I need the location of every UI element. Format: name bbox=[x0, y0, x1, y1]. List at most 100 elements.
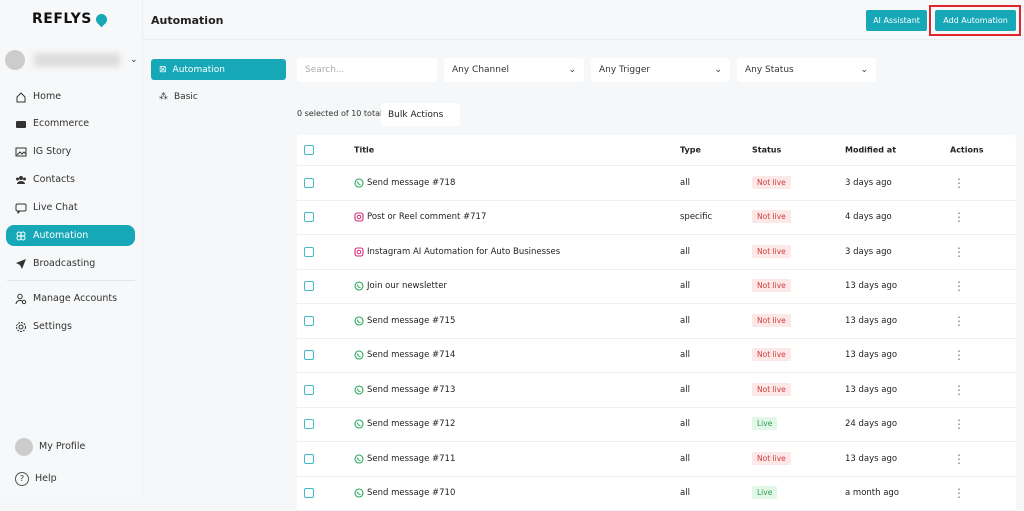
status-badge: Not live bbox=[752, 245, 791, 258]
row-title[interactable]: Instagram AI Automation for Auto Busines… bbox=[354, 247, 560, 257]
row-modified: 4 days ago bbox=[845, 212, 892, 222]
label: IG Story bbox=[33, 146, 71, 157]
row-title[interactable]: Send message #713 bbox=[354, 385, 455, 395]
row-modified: 3 days ago bbox=[845, 247, 892, 257]
whatsapp-icon bbox=[354, 281, 364, 291]
automation-icon: ⊠ bbox=[159, 65, 167, 75]
row-checkbox[interactable] bbox=[304, 247, 314, 257]
col-status: Status bbox=[752, 146, 781, 155]
more-vertical-icon[interactable]: ⋮ bbox=[953, 280, 965, 292]
shapes-icon: ⁂ bbox=[159, 92, 168, 102]
channel-select[interactable]: Any Channel⌄ bbox=[444, 58, 584, 82]
table-row[interactable]: Send message #710 all Live a month ago ⋮ bbox=[297, 477, 1016, 511]
status-select[interactable]: Any Status⌄ bbox=[737, 58, 876, 82]
ai-assistant-button[interactable]: AI Assistant bbox=[866, 10, 927, 31]
table-row[interactable]: Join our newsletter all Not live 13 days… bbox=[297, 270, 1016, 305]
gear-icon bbox=[15, 321, 27, 333]
table-row[interactable]: Send message #714 all Not live 13 days a… bbox=[297, 339, 1016, 374]
row-title[interactable]: Send message #718 bbox=[354, 178, 455, 188]
table-row[interactable]: Post or Reel comment #717 specific Not l… bbox=[297, 201, 1016, 236]
image-icon bbox=[15, 146, 27, 158]
status-badge: Not live bbox=[752, 348, 791, 361]
more-vertical-icon[interactable]: ⋮ bbox=[953, 453, 965, 465]
whatsapp-icon bbox=[354, 454, 364, 464]
bulk-actions-button[interactable]: Bulk Actions bbox=[381, 103, 460, 126]
label: Home bbox=[33, 91, 61, 102]
more-vertical-icon[interactable]: ⋮ bbox=[953, 349, 965, 361]
sidebar-item-my-profile[interactable]: My Profile bbox=[6, 436, 135, 457]
table-row[interactable]: Send message #712 all Live 24 days ago ⋮ bbox=[297, 408, 1016, 443]
row-checkbox[interactable] bbox=[304, 419, 314, 429]
sidebar-item-manage-accounts[interactable]: Manage Accounts bbox=[6, 288, 135, 309]
row-title[interactable]: Send message #712 bbox=[354, 419, 455, 429]
row-checkbox[interactable] bbox=[304, 212, 314, 222]
title-text: Send message #715 bbox=[367, 316, 455, 326]
row-title[interactable]: Send message #710 bbox=[354, 488, 455, 498]
row-title[interactable]: Join our newsletter bbox=[354, 281, 447, 291]
more-vertical-icon[interactable]: ⋮ bbox=[953, 418, 965, 430]
selection-info: 0 selected of 10 total bbox=[297, 109, 382, 118]
table-row[interactable]: Send message #718 all Not live 3 days ag… bbox=[297, 166, 1016, 201]
trigger-select[interactable]: Any Trigger ⌄ bbox=[591, 58, 730, 82]
sidebar-item-broadcasting[interactable]: Broadcasting bbox=[6, 253, 135, 274]
label: Settings bbox=[33, 321, 72, 332]
row-title[interactable]: Send message #711 bbox=[354, 454, 455, 464]
table-row[interactable]: Instagram AI Automation for Auto Busines… bbox=[297, 235, 1016, 270]
row-checkbox[interactable] bbox=[304, 454, 314, 464]
row-title[interactable]: Send message #714 bbox=[354, 350, 455, 360]
select-all-checkbox[interactable] bbox=[304, 145, 314, 155]
row-checkbox[interactable] bbox=[304, 316, 314, 326]
row-checkbox[interactable] bbox=[304, 385, 314, 395]
sidebar-item-ig-story[interactable]: IG Story bbox=[6, 141, 135, 162]
more-vertical-icon[interactable]: ⋮ bbox=[953, 487, 965, 499]
sidebar-item-home[interactable]: Home bbox=[6, 86, 135, 107]
row-title[interactable]: Send message #715 bbox=[354, 316, 455, 326]
more-vertical-icon[interactable]: ⋮ bbox=[953, 315, 965, 327]
label: My Profile bbox=[39, 441, 85, 452]
title-text: Post or Reel comment #717 bbox=[367, 212, 486, 222]
value: Any Trigger bbox=[599, 65, 650, 75]
row-checkbox[interactable] bbox=[304, 281, 314, 291]
row-title[interactable]: Post or Reel comment #717 bbox=[354, 212, 486, 222]
row-checkbox[interactable] bbox=[304, 350, 314, 360]
title-text: Send message #718 bbox=[367, 178, 455, 188]
table-row[interactable]: Send message #715 all Not live 13 days a… bbox=[297, 304, 1016, 339]
row-type: all bbox=[680, 454, 690, 464]
more-vertical-icon[interactable]: ⋮ bbox=[953, 177, 965, 189]
col-title: Title bbox=[354, 146, 374, 155]
sidebar-item-ecommerce[interactable]: Ecommerce bbox=[6, 113, 135, 134]
search-input[interactable]: Search... bbox=[297, 58, 437, 82]
more-vertical-icon[interactable]: ⋮ bbox=[953, 211, 965, 223]
help-icon: ? bbox=[15, 472, 29, 486]
row-type: all bbox=[680, 350, 690, 360]
more-vertical-icon[interactable]: ⋮ bbox=[953, 384, 965, 396]
sidebar-item-settings[interactable]: Settings bbox=[6, 316, 135, 337]
table-row[interactable]: Send message #711 all Not live 13 days a… bbox=[297, 442, 1016, 477]
divider bbox=[7, 280, 135, 281]
table-row[interactable]: Send message #713 all Not live 13 days a… bbox=[297, 373, 1016, 408]
chevron-down-icon: ⌄ bbox=[714, 65, 722, 75]
user-cog-icon bbox=[15, 293, 27, 305]
profile-avatar bbox=[15, 438, 33, 456]
sidebar-item-automation[interactable]: Automation bbox=[6, 225, 135, 246]
store-icon bbox=[15, 118, 27, 130]
title-text: Send message #714 bbox=[367, 350, 455, 360]
col-actions: Actions bbox=[950, 146, 983, 155]
sidebar-item-live-chat[interactable]: Live Chat bbox=[6, 197, 135, 218]
page-title: Automation bbox=[151, 14, 223, 27]
row-type: all bbox=[680, 419, 690, 429]
logo[interactable]: REFLYS bbox=[32, 11, 107, 27]
sidebar-item-help[interactable]: ?Help bbox=[6, 468, 135, 489]
whatsapp-icon bbox=[354, 488, 364, 498]
chat-icon bbox=[15, 202, 27, 214]
account-switcher[interactable]: ⌄ bbox=[0, 44, 143, 76]
sidebar-item-contacts[interactable]: Contacts bbox=[6, 169, 135, 190]
title-text: Instagram AI Automation for Auto Busines… bbox=[367, 247, 560, 257]
row-modified: 24 days ago bbox=[845, 419, 897, 429]
subnav-basic[interactable]: ⁂Basic bbox=[151, 86, 286, 107]
subnav-automation[interactable]: ⊠Automation bbox=[151, 59, 286, 80]
more-vertical-icon[interactable]: ⋮ bbox=[953, 246, 965, 258]
row-checkbox[interactable] bbox=[304, 488, 314, 498]
row-checkbox[interactable] bbox=[304, 178, 314, 188]
row-type: all bbox=[680, 316, 690, 326]
